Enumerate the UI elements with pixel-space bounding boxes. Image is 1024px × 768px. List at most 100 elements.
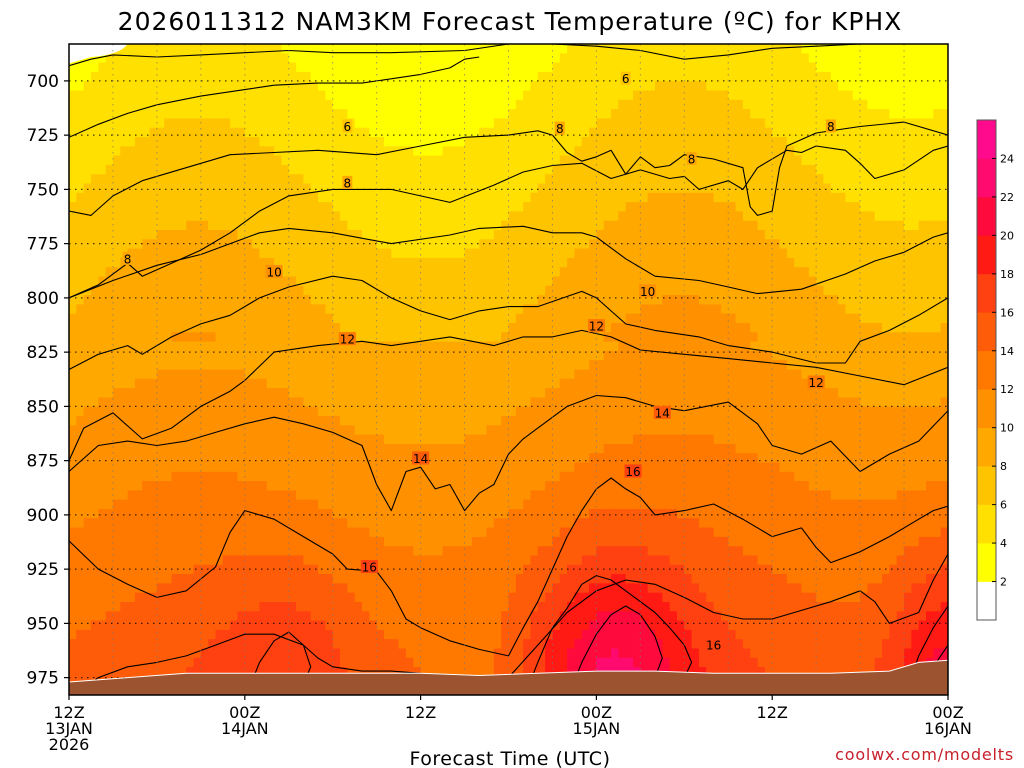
temperature-cell (303, 360, 312, 371)
temperature-cell (134, 109, 143, 119)
temperature-cell (310, 220, 319, 231)
temperature-cell (76, 285, 85, 296)
temperature-cell (266, 611, 275, 622)
temperature-cell (457, 276, 466, 287)
temperature-cell (530, 536, 539, 547)
temperature-cell (530, 53, 539, 64)
temperature-cell (340, 192, 348, 203)
temperature-cell (354, 620, 363, 631)
temperature-cell (83, 211, 92, 222)
temperature-cell (471, 546, 480, 557)
temperature-cell (420, 295, 429, 305)
temperature-cell (222, 620, 231, 631)
temperature-cell (530, 304, 539, 315)
temperature-cell (486, 434, 495, 445)
temperature-cell (332, 304, 341, 315)
temperature-cell (435, 490, 444, 501)
temperature-cell (537, 434, 546, 445)
temperature-cell (464, 267, 473, 278)
temperature-cell (354, 248, 363, 259)
temperature-cell (237, 518, 246, 529)
temperature-cell (164, 211, 173, 222)
temperature-cell (69, 239, 77, 250)
temperature-cell (83, 220, 92, 231)
temperature-cell (193, 313, 202, 324)
temperature-cell (252, 536, 261, 547)
temperature-cell (464, 155, 473, 166)
temperature-cell (83, 388, 92, 398)
temperature-cell (391, 174, 400, 185)
temperature-cell (383, 332, 392, 343)
temperature-cell (340, 146, 348, 157)
temperature-cell (405, 323, 414, 333)
temperature-cell (383, 518, 392, 529)
temperature-cell (76, 667, 85, 677)
temperature-cell (347, 425, 356, 436)
temperature-cell (376, 164, 385, 175)
temperature-cell (288, 546, 297, 557)
temperature-cell (435, 257, 444, 268)
temperature-cell (391, 183, 400, 194)
temperature-cell (515, 183, 524, 194)
temperature-cell (208, 62, 217, 73)
temperature-cell (310, 53, 319, 64)
temperature-cell (537, 323, 546, 333)
temperature-cell (171, 434, 180, 445)
temperature-cell (215, 257, 224, 268)
temperature-cell (332, 137, 341, 147)
temperature-cell (567, 509, 576, 519)
temperature-cell (501, 230, 510, 240)
temperature-cell (552, 137, 561, 147)
temperature-cell (200, 192, 209, 203)
temperature-cell (383, 416, 392, 426)
temperature-cell (515, 443, 524, 454)
temperature-cell (112, 323, 121, 333)
temperature-cell (105, 360, 114, 371)
temperature-cell (244, 295, 253, 305)
temperature-cell (391, 332, 400, 343)
temperature-cell (347, 611, 356, 622)
temperature-cell (98, 81, 107, 92)
temperature-cell (105, 536, 114, 547)
temperature-cell (479, 434, 488, 445)
temperature-cell (186, 276, 195, 287)
temperature-cell (112, 583, 121, 594)
temperature-cell (98, 499, 107, 510)
temperature-cell (523, 416, 532, 426)
temperature-cell (288, 267, 297, 278)
temperature-cell (369, 192, 378, 203)
temperature-cell (76, 313, 85, 324)
temperature-cell (142, 332, 151, 343)
temperature-cell (171, 90, 180, 101)
temperature-cell (354, 388, 363, 398)
temperature-cell (274, 388, 283, 398)
temperature-cell (449, 99, 458, 110)
temperature-cell (435, 276, 444, 287)
temperature-cell (105, 499, 114, 510)
temperature-cell (523, 257, 532, 268)
temperature-cell (186, 295, 195, 305)
temperature-cell (391, 536, 400, 547)
temperature-cell (112, 406, 121, 417)
temperature-cell (288, 155, 297, 166)
temperature-cell (332, 109, 341, 119)
temperature-cell (325, 155, 334, 166)
temperature-cell (515, 295, 524, 305)
temperature-cell (362, 313, 370, 324)
temperature-cell (420, 332, 429, 343)
temperature-cell (545, 248, 554, 259)
temperature-cell (449, 592, 458, 603)
temperature-cell (237, 81, 246, 92)
temperature-cell (230, 555, 239, 566)
temperature-cell (178, 313, 187, 324)
temperature-cell (208, 211, 217, 222)
temperature-cell (281, 406, 290, 417)
temperature-cell (310, 648, 319, 659)
temperature-cell (347, 276, 356, 287)
temperature-cell (178, 453, 187, 464)
temperature-cell (208, 388, 217, 398)
temperature-cell (574, 471, 583, 482)
temperature-cell (105, 378, 114, 389)
temperature-cell (486, 369, 495, 380)
